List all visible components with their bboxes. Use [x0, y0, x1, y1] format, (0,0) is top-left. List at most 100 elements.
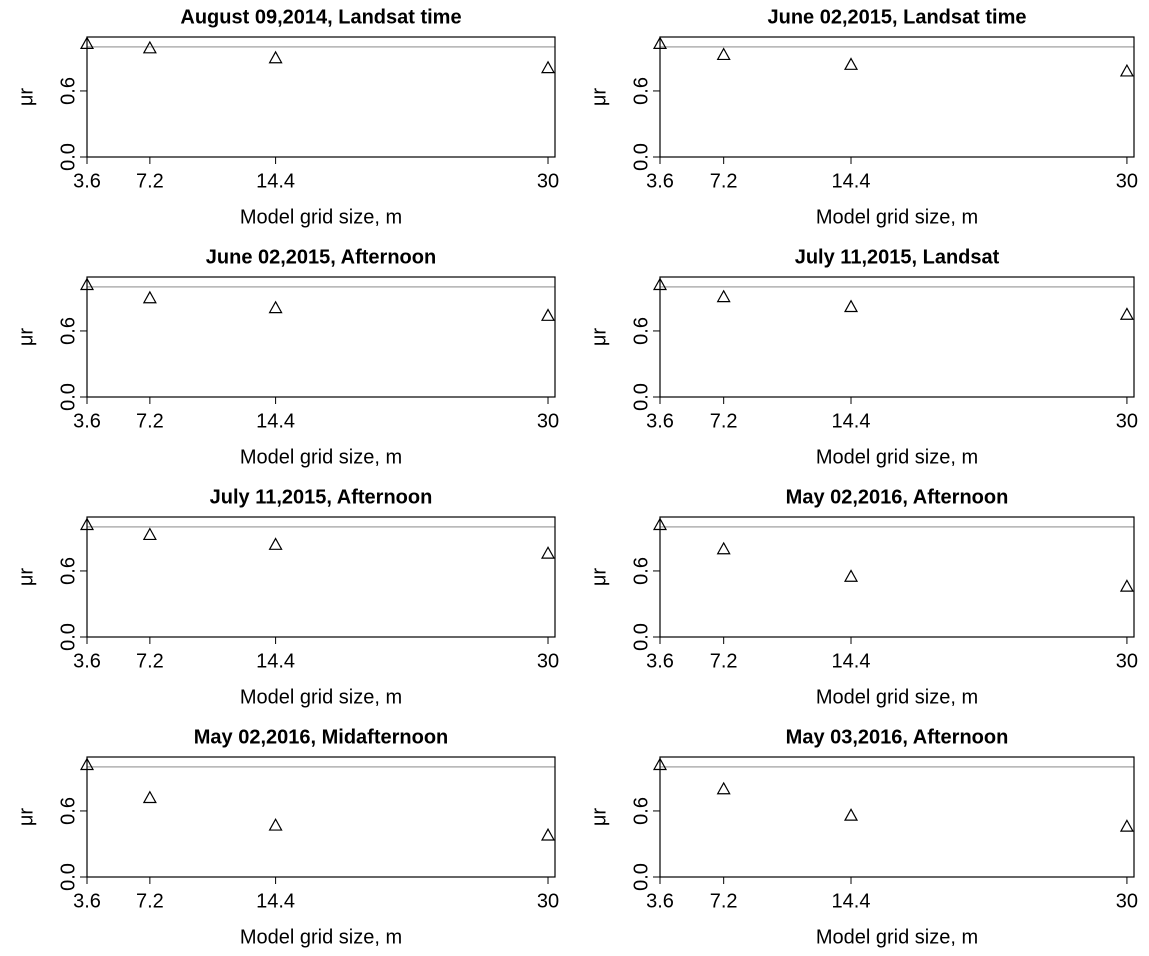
plot-box: [659, 36, 1135, 158]
y-tick-label: 0.6: [630, 557, 652, 585]
y-axis-label: μr: [588, 568, 610, 587]
y-tick-label: 0.6: [57, 557, 79, 585]
panel-title: July 11,2015, Landsat: [795, 246, 1000, 268]
y-tick-label: 0.0: [630, 863, 652, 891]
marker: [540, 60, 556, 74]
marker: [268, 300, 283, 314]
x-tick-label: 7.2: [136, 170, 164, 192]
x-tick-label: 14.4: [256, 650, 295, 672]
y-axis-label: μr: [15, 88, 37, 107]
marker: [652, 277, 668, 291]
x-tick-label: 3.6: [73, 410, 101, 432]
y-tick-label: 0.6: [630, 797, 652, 825]
marker: [1119, 63, 1134, 77]
x-axis-label: Model grid size, m: [816, 926, 978, 948]
marker: [652, 36, 668, 50]
x-tick-label: 30: [537, 410, 559, 432]
x-axis-label: Model grid size, m: [240, 446, 402, 468]
marker: [843, 808, 859, 821]
x-axis-label: Model grid size, m: [816, 206, 978, 228]
marker: [652, 517, 668, 531]
marker: [268, 818, 283, 831]
marker: [716, 541, 731, 555]
x-axis-label: Model grid size, m: [816, 686, 978, 708]
marker: [843, 299, 859, 313]
panel-title: May 03,2016, Afternoon: [786, 726, 1009, 748]
marker: [1119, 579, 1134, 592]
marker: [652, 757, 668, 771]
y-tick-label: 0.0: [57, 863, 79, 891]
panel-title: May 02,2016, Afternoon: [786, 486, 1009, 508]
x-tick-label: 30: [537, 650, 559, 672]
x-tick-label: 3.6: [73, 650, 101, 672]
marker: [540, 546, 556, 559]
plot-box: [86, 516, 556, 638]
marker: [843, 569, 859, 582]
x-tick-label: 7.2: [136, 890, 164, 912]
y-tick-label: 0.6: [57, 77, 79, 105]
y-tick-label: 0.0: [630, 623, 652, 651]
marker: [79, 517, 95, 531]
marker: [1119, 819, 1134, 832]
marker: [142, 40, 157, 54]
marker: [716, 781, 731, 795]
y-tick-label: 0.0: [630, 143, 652, 171]
x-tick-label: 14.4: [256, 170, 295, 192]
marker: [716, 47, 731, 61]
marker: [79, 277, 95, 291]
marker: [1119, 307, 1134, 320]
y-tick-label: 0.0: [57, 383, 79, 411]
x-tick-label: 7.2: [136, 650, 164, 672]
x-tick-label: 14.4: [832, 650, 871, 672]
y-axis-label: μr: [588, 88, 610, 107]
marker: [268, 537, 283, 550]
y-axis-label: μr: [15, 328, 37, 347]
plot-box: [86, 36, 556, 158]
x-tick-label: 7.2: [710, 890, 738, 912]
x-tick-label: 14.4: [832, 170, 871, 192]
marker: [142, 527, 157, 541]
x-axis-label: Model grid size, m: [240, 926, 402, 948]
x-tick-label: 7.2: [136, 410, 164, 432]
x-tick-label: 30: [1116, 410, 1138, 432]
x-axis-label: Model grid size, m: [240, 206, 402, 228]
y-tick-label: 0.6: [630, 77, 652, 105]
x-tick-label: 7.2: [710, 650, 738, 672]
x-tick-label: 3.6: [646, 410, 674, 432]
marker: [142, 290, 157, 304]
x-tick-label: 3.6: [73, 890, 101, 912]
plot-box: [86, 276, 556, 398]
x-axis-label: Model grid size, m: [240, 686, 402, 708]
x-tick-label: 7.2: [710, 170, 738, 192]
plot-box: [86, 756, 556, 878]
y-axis-label: μr: [15, 808, 37, 827]
y-tick-label: 0.0: [57, 623, 79, 651]
y-tick-label: 0.6: [630, 317, 652, 345]
x-tick-label: 30: [537, 890, 559, 912]
y-tick-label: 0.0: [57, 143, 79, 171]
plot-box: [659, 276, 1135, 398]
x-tick-label: 14.4: [832, 890, 871, 912]
x-tick-label: 14.4: [256, 890, 295, 912]
plot-box: [659, 516, 1135, 638]
marker: [716, 289, 731, 303]
x-tick-label: 30: [1116, 170, 1138, 192]
plot-box: [659, 756, 1135, 878]
x-tick-label: 3.6: [646, 170, 674, 192]
x-axis-label: Model grid size, m: [816, 446, 978, 468]
x-tick-label: 3.6: [646, 890, 674, 912]
marker: [540, 308, 556, 321]
marker: [142, 790, 157, 804]
marker: [268, 50, 283, 64]
x-tick-label: 30: [537, 170, 559, 192]
y-tick-label: 0.6: [57, 317, 79, 345]
marker: [843, 57, 859, 70]
marker: [540, 827, 556, 841]
y-tick-label: 0.6: [57, 797, 79, 825]
x-tick-label: 7.2: [710, 410, 738, 432]
y-axis-label: μr: [588, 328, 610, 347]
x-tick-label: 3.6: [646, 650, 674, 672]
y-axis-label: μr: [588, 808, 610, 827]
x-tick-label: 14.4: [832, 410, 871, 432]
